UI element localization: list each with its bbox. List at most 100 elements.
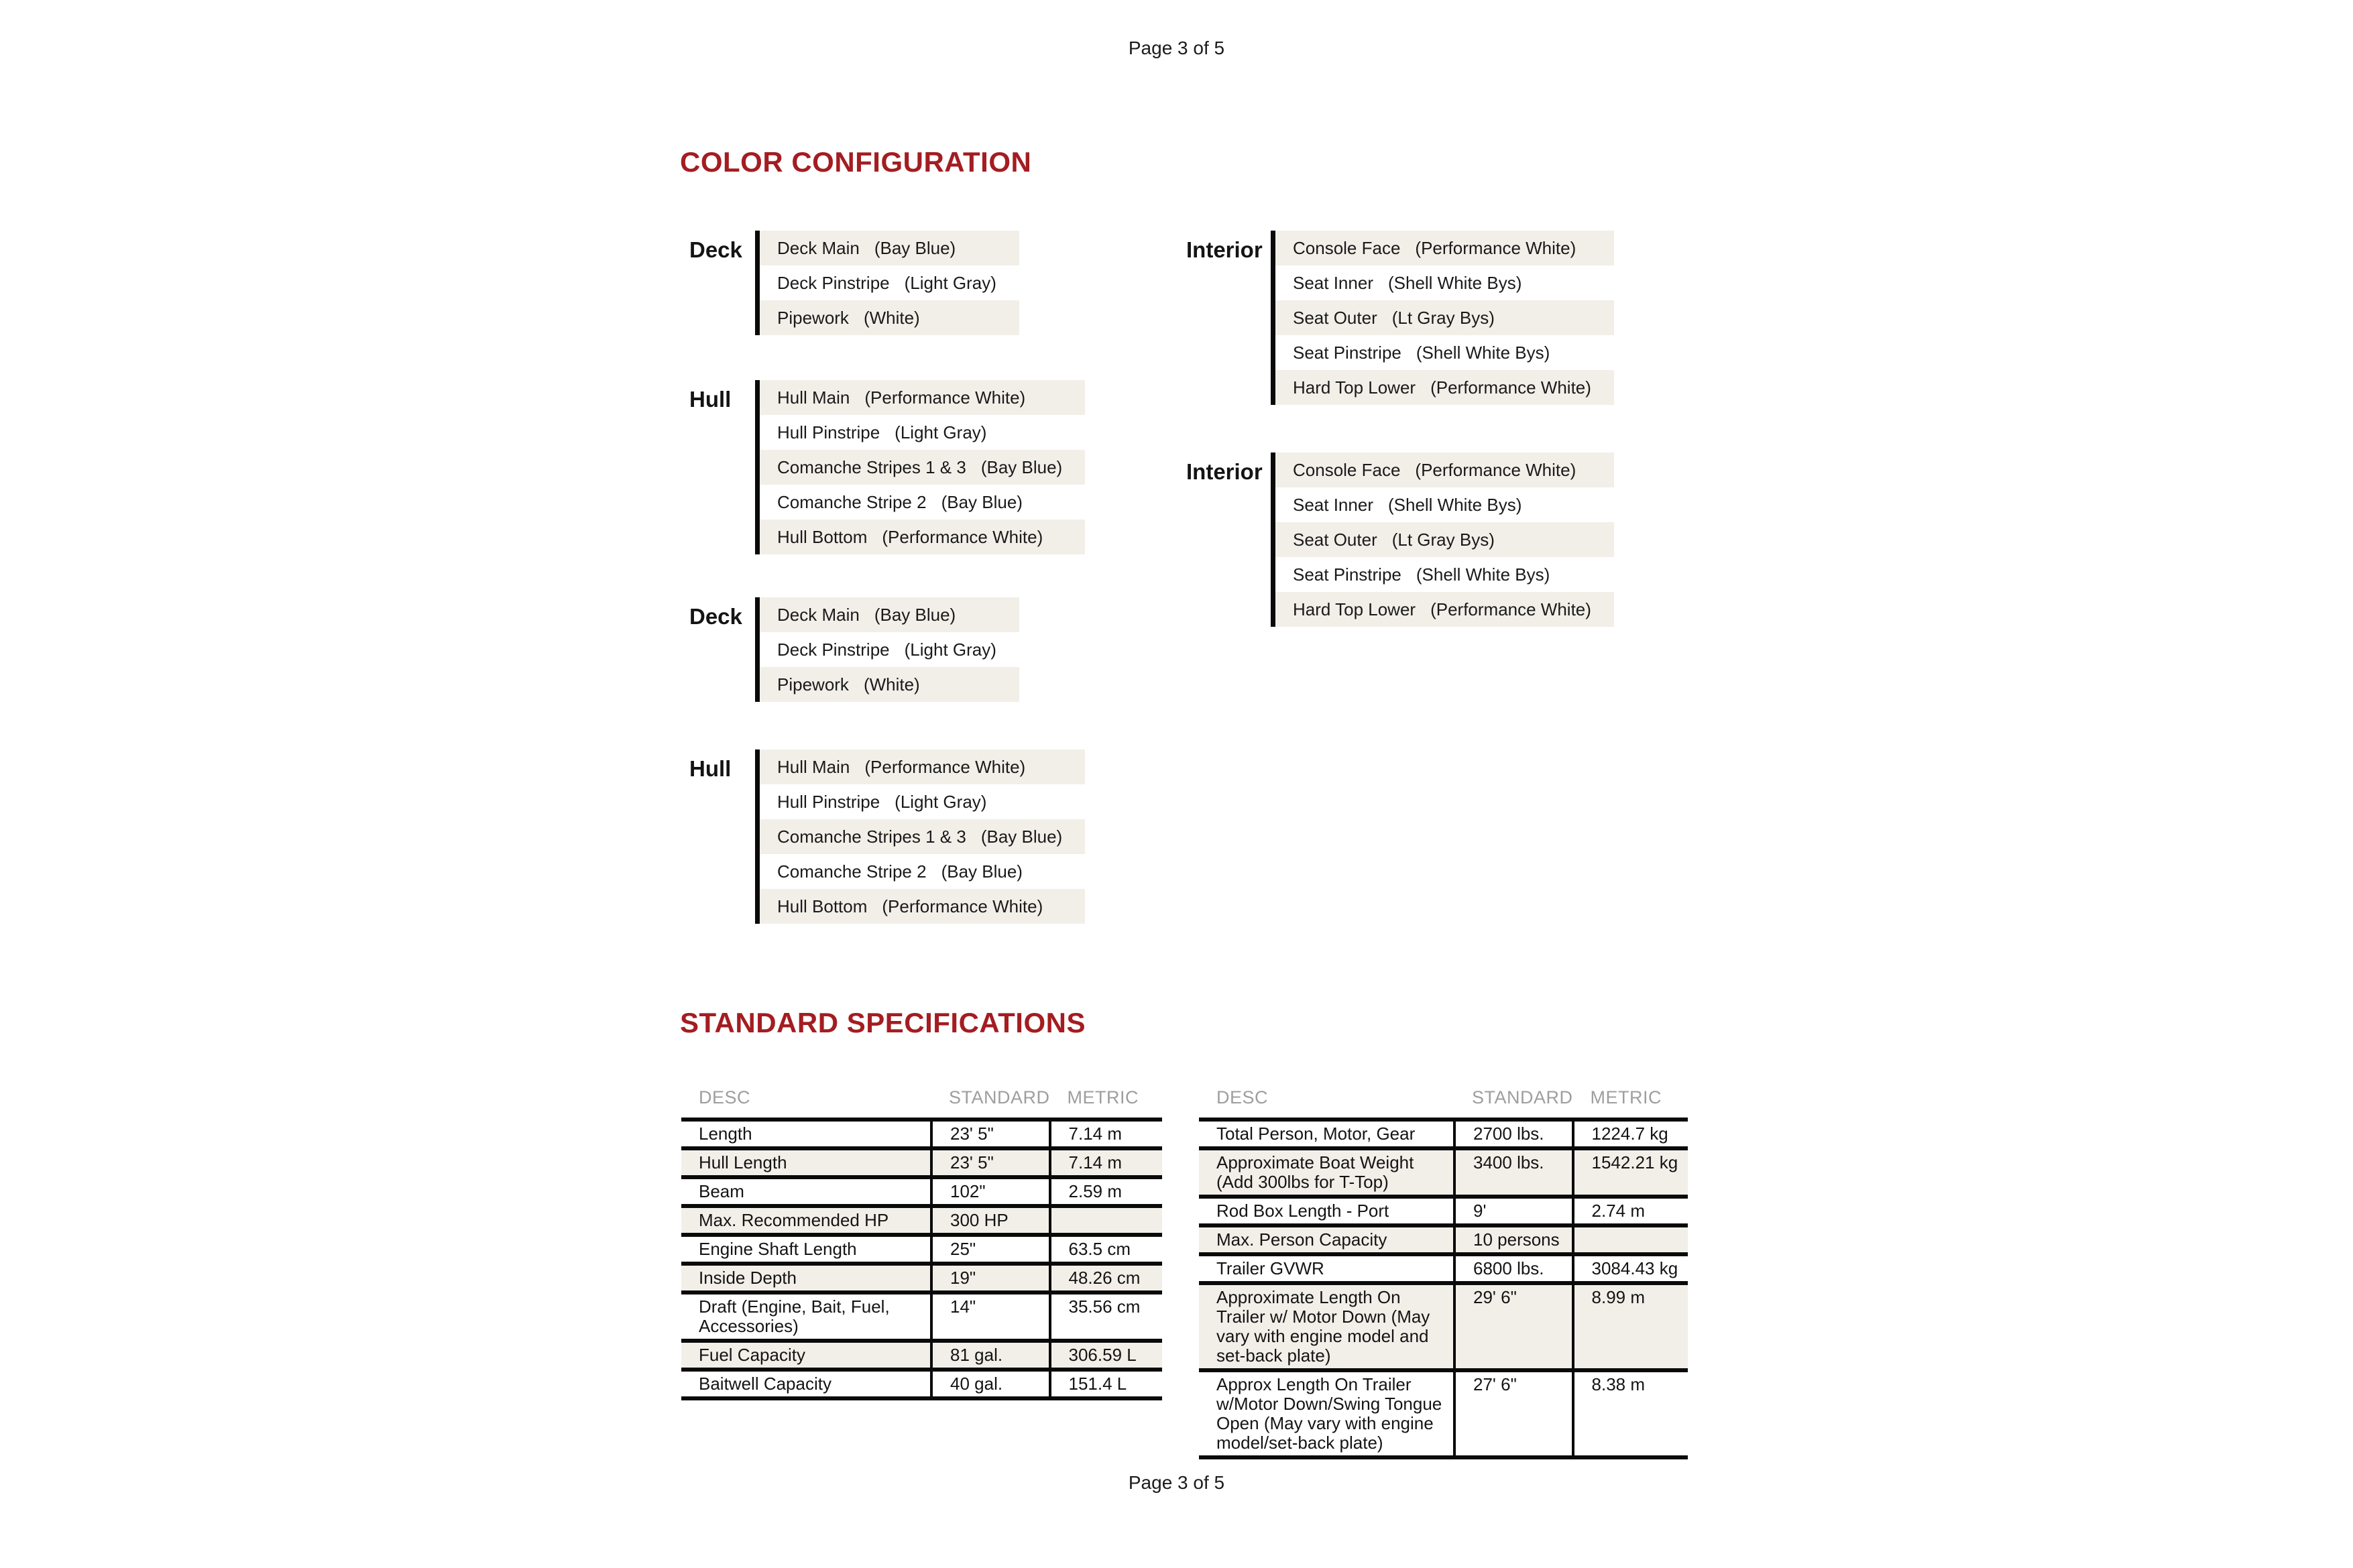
- spec-cell-metric: 306.59 L: [1048, 1341, 1162, 1370]
- spec-cell-standard: 40 gal.: [930, 1370, 1050, 1398]
- color-block-rows: Console Face (Performance White) Seat In…: [1271, 453, 1614, 627]
- spec-cell-desc: Fuel Capacity: [699, 1345, 805, 1365]
- part-name: Console Face: [1293, 237, 1401, 258]
- spec-cell-metric: [1048, 1206, 1162, 1235]
- part-name: Seat Inner: [1293, 272, 1373, 293]
- col-header-desc: DESC: [699, 1087, 751, 1107]
- col-header-standard: STANDARD: [1472, 1087, 1573, 1107]
- part-color: (Performance White): [1415, 237, 1576, 258]
- spec-cell-standard: 102": [930, 1177, 1050, 1206]
- spec-cell-metric: 1224.7 kg: [1571, 1120, 1688, 1148]
- part-name: Hard Top Lower: [1293, 599, 1416, 619]
- part-name: Hull Pinstripe: [777, 422, 880, 442]
- spec-header-row: DESC STANDARD METRIC: [681, 1087, 1162, 1120]
- spec-table-right-wrap: DESC STANDARD METRIC Total Person, Motor…: [1199, 1087, 1688, 1459]
- spec-cell-desc: Engine Shaft Length: [699, 1239, 857, 1259]
- color-block-deck-1: Deck Deck Main (Bay Blue) Deck Pinstripe…: [689, 231, 1019, 335]
- color-row: Comanche Stripe 2 (Bay Blue): [760, 854, 1085, 889]
- spec-row: Baitwell Capacity 40 gal. 151.4 L: [681, 1370, 1162, 1398]
- part-color: (White): [863, 674, 920, 695]
- color-row: Deck Main (Bay Blue): [760, 597, 1019, 632]
- part-name: Pipework: [777, 307, 849, 328]
- color-row: Deck Main (Bay Blue): [760, 231, 1019, 265]
- color-row: Comanche Stripes 1 & 3 (Bay Blue): [760, 819, 1086, 854]
- color-block-interior-2: Interior Console Face (Performance White…: [1186, 453, 1614, 627]
- spec-cell-standard: 3400 lbs.: [1453, 1148, 1573, 1197]
- part-name: Seat Pinstripe: [1293, 564, 1401, 585]
- color-block-label: Interior: [1186, 237, 1263, 262]
- color-row: Hard Top Lower (Performance White): [1275, 592, 1614, 627]
- color-row: Hard Top Lower (Performance White): [1275, 370, 1614, 405]
- spec-cell-desc: Rod Box Length - Port: [1216, 1201, 1389, 1221]
- color-row: Seat Inner (Shell White Bys): [1275, 265, 1614, 300]
- part-color: (Light Gray): [895, 422, 987, 442]
- col-header-desc: DESC: [1216, 1087, 1269, 1107]
- spec-cell-metric: 7.14 m: [1048, 1120, 1162, 1148]
- part-color: (Performance White): [1430, 377, 1591, 398]
- color-row: Pipework (White): [760, 667, 1019, 702]
- spec-cell-metric: 48.26 cm: [1048, 1264, 1162, 1292]
- color-block-rows: Hull Main (Performance White) Hull Pinst…: [755, 749, 1086, 924]
- part-color: (Lt Gray Bys): [1391, 529, 1495, 550]
- color-block-label: Interior: [1186, 459, 1263, 484]
- part-name: Hull Bottom: [777, 526, 868, 547]
- color-block-rows: Hull Main (Performance White) Hull Pinst…: [755, 380, 1086, 554]
- part-name: Comanche Stripe 2: [777, 491, 927, 512]
- part-color: (Performance White): [882, 896, 1043, 916]
- part-color: (Performance White): [1430, 599, 1591, 619]
- col-header-standard: STANDARD: [949, 1087, 1050, 1107]
- part-color: (Light Gray): [904, 639, 996, 660]
- color-row: Seat Inner (Shell White Bys): [1275, 487, 1614, 522]
- spec-row: Approx Length On Trailer w/Motor Down/Sw…: [1199, 1370, 1688, 1457]
- color-block-rows: Console Face (Performance White) Seat In…: [1271, 231, 1614, 405]
- part-name: Comanche Stripes 1 & 3: [777, 457, 966, 477]
- part-color: (Performance White): [882, 526, 1043, 547]
- part-name: Deck Main: [777, 237, 860, 258]
- part-color: (Bay Blue): [941, 491, 1023, 512]
- spec-cell-standard: 23' 5": [930, 1148, 1050, 1177]
- part-name: Hull Main: [777, 387, 850, 408]
- spec-row: Beam 102" 2.59 m: [681, 1177, 1162, 1206]
- part-color: (Bay Blue): [874, 604, 956, 625]
- spec-cell-metric: 35.56 cm: [1048, 1292, 1162, 1341]
- spec-cell-desc: Baitwell Capacity: [699, 1374, 831, 1394]
- color-block-label: Hull: [689, 387, 732, 412]
- color-row: Console Face (Performance White): [1275, 453, 1614, 487]
- part-name: Seat Pinstripe: [1293, 342, 1401, 363]
- spec-cell-standard: 29' 6": [1453, 1283, 1573, 1370]
- spec-cell-standard: 2700 lbs.: [1453, 1120, 1573, 1148]
- color-row: Console Face (Performance White): [1275, 231, 1614, 265]
- spec-cell-metric: 3084.43 kg: [1571, 1254, 1688, 1283]
- spec-cell-standard: 14": [930, 1292, 1050, 1341]
- spec-cell-metric: 7.14 m: [1048, 1148, 1162, 1177]
- spec-cell-desc: Max. Recommended HP: [699, 1210, 889, 1230]
- spec-cell-desc: Hull Length: [699, 1152, 787, 1172]
- color-row: Hull Pinstripe (Light Gray): [760, 415, 1085, 450]
- spec-cell-desc: Inside Depth: [699, 1268, 797, 1288]
- spec-row: Trailer GVWR 6800 lbs. 3084.43 kg: [1199, 1254, 1688, 1283]
- color-row: Seat Pinstripe (Shell White Bys): [1275, 557, 1614, 592]
- spec-cell-desc: Max. Person Capacity: [1216, 1229, 1387, 1250]
- color-row: Hull Main (Performance White): [760, 749, 1086, 784]
- part-color: (White): [863, 307, 920, 328]
- color-block-rows: Deck Main (Bay Blue) Deck Pinstripe (Lig…: [755, 231, 1019, 335]
- color-row: Hull Pinstripe (Light Gray): [760, 784, 1085, 819]
- spec-cell-standard: 300 HP: [930, 1206, 1050, 1235]
- color-row: Hull Bottom (Performance White): [760, 889, 1086, 924]
- part-color: (Bay Blue): [874, 237, 956, 258]
- part-color: (Performance White): [1415, 459, 1576, 480]
- spec-cell-desc: Length: [699, 1124, 752, 1144]
- spec-row: Total Person, Motor, Gear 2700 lbs. 1224…: [1199, 1120, 1688, 1148]
- part-name: Seat Outer: [1293, 307, 1377, 328]
- spec-cell-standard: 25": [930, 1235, 1050, 1264]
- color-row: Seat Outer (Lt Gray Bys): [1275, 522, 1614, 557]
- color-row: Hull Main (Performance White): [760, 380, 1086, 415]
- spec-cell-standard: 6800 lbs.: [1453, 1254, 1573, 1283]
- spec-row: Max. Recommended HP 300 HP: [681, 1206, 1162, 1235]
- spec-cell-metric: 2.74 m: [1571, 1197, 1688, 1225]
- color-block-interior-1: Interior Console Face (Performance White…: [1186, 231, 1614, 405]
- color-block-deck-2: Deck Deck Main (Bay Blue) Deck Pinstripe…: [689, 597, 1019, 702]
- spec-cell-desc: Total Person, Motor, Gear: [1216, 1124, 1416, 1144]
- color-row: Deck Pinstripe (Light Gray): [760, 632, 1019, 667]
